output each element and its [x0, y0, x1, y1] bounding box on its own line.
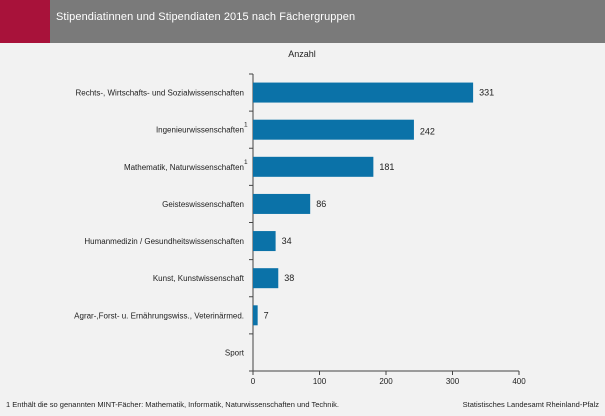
- x-tick-label: 300: [446, 377, 460, 386]
- footnote: 1 Enthält die so genannten MINT-Fächer: …: [6, 400, 339, 409]
- category-label: Sport: [225, 348, 245, 357]
- value-label: 86: [316, 199, 326, 209]
- x-tick-label: 200: [379, 377, 393, 386]
- value-label: 331: [479, 88, 494, 98]
- category-label: Ingenieurwissenschaften: [156, 126, 244, 135]
- value-label: 34: [282, 236, 292, 246]
- bar: [253, 305, 258, 326]
- bar: [253, 82, 474, 103]
- brand-accent-block: [0, 0, 50, 43]
- footnote-marker: 1: [6, 400, 11, 409]
- value-label: 7: [264, 310, 269, 320]
- footnote-marker: 1: [244, 122, 248, 129]
- bar: [253, 268, 279, 289]
- header-bar: Stipendiatinnen und Stipendiaten 2015 na…: [0, 0, 605, 43]
- category-label: Kunst, Kunstwissenschaft: [153, 274, 245, 283]
- bar: [253, 231, 276, 252]
- bar: [253, 193, 311, 214]
- category-label: Rechts-, Wirtschafts- und Sozialwissensc…: [75, 89, 244, 98]
- category-label: Geisteswissenschaften: [162, 200, 244, 209]
- value-label: 181: [379, 162, 394, 172]
- category-label: Humanmedizin / Gesundheitswissenschaften: [84, 237, 244, 246]
- category-label: Agrar-,Forst- u. Ernährungswiss., Veteri…: [74, 311, 244, 320]
- source-note: Statistisches Landesamt Rheinland-Pfalz: [462, 400, 599, 409]
- footnote-text: Enthält die so genannten MINT-Fächer: Ma…: [12, 400, 339, 409]
- value-label: 242: [420, 127, 435, 137]
- x-axis-label: Anzahl: [288, 49, 316, 59]
- x-tick-label: 0: [251, 377, 256, 386]
- footnote-marker: 1: [244, 159, 248, 166]
- bar: [253, 156, 374, 177]
- x-tick-label: 100: [313, 377, 327, 386]
- value-label: 38: [284, 273, 294, 283]
- bar: [253, 119, 414, 140]
- x-tick-label: 400: [512, 377, 526, 386]
- chart-title: Stipendiatinnen und Stipendiaten 2015 na…: [56, 11, 356, 23]
- category-label: Mathematik, Naturwissenschaften: [124, 163, 244, 172]
